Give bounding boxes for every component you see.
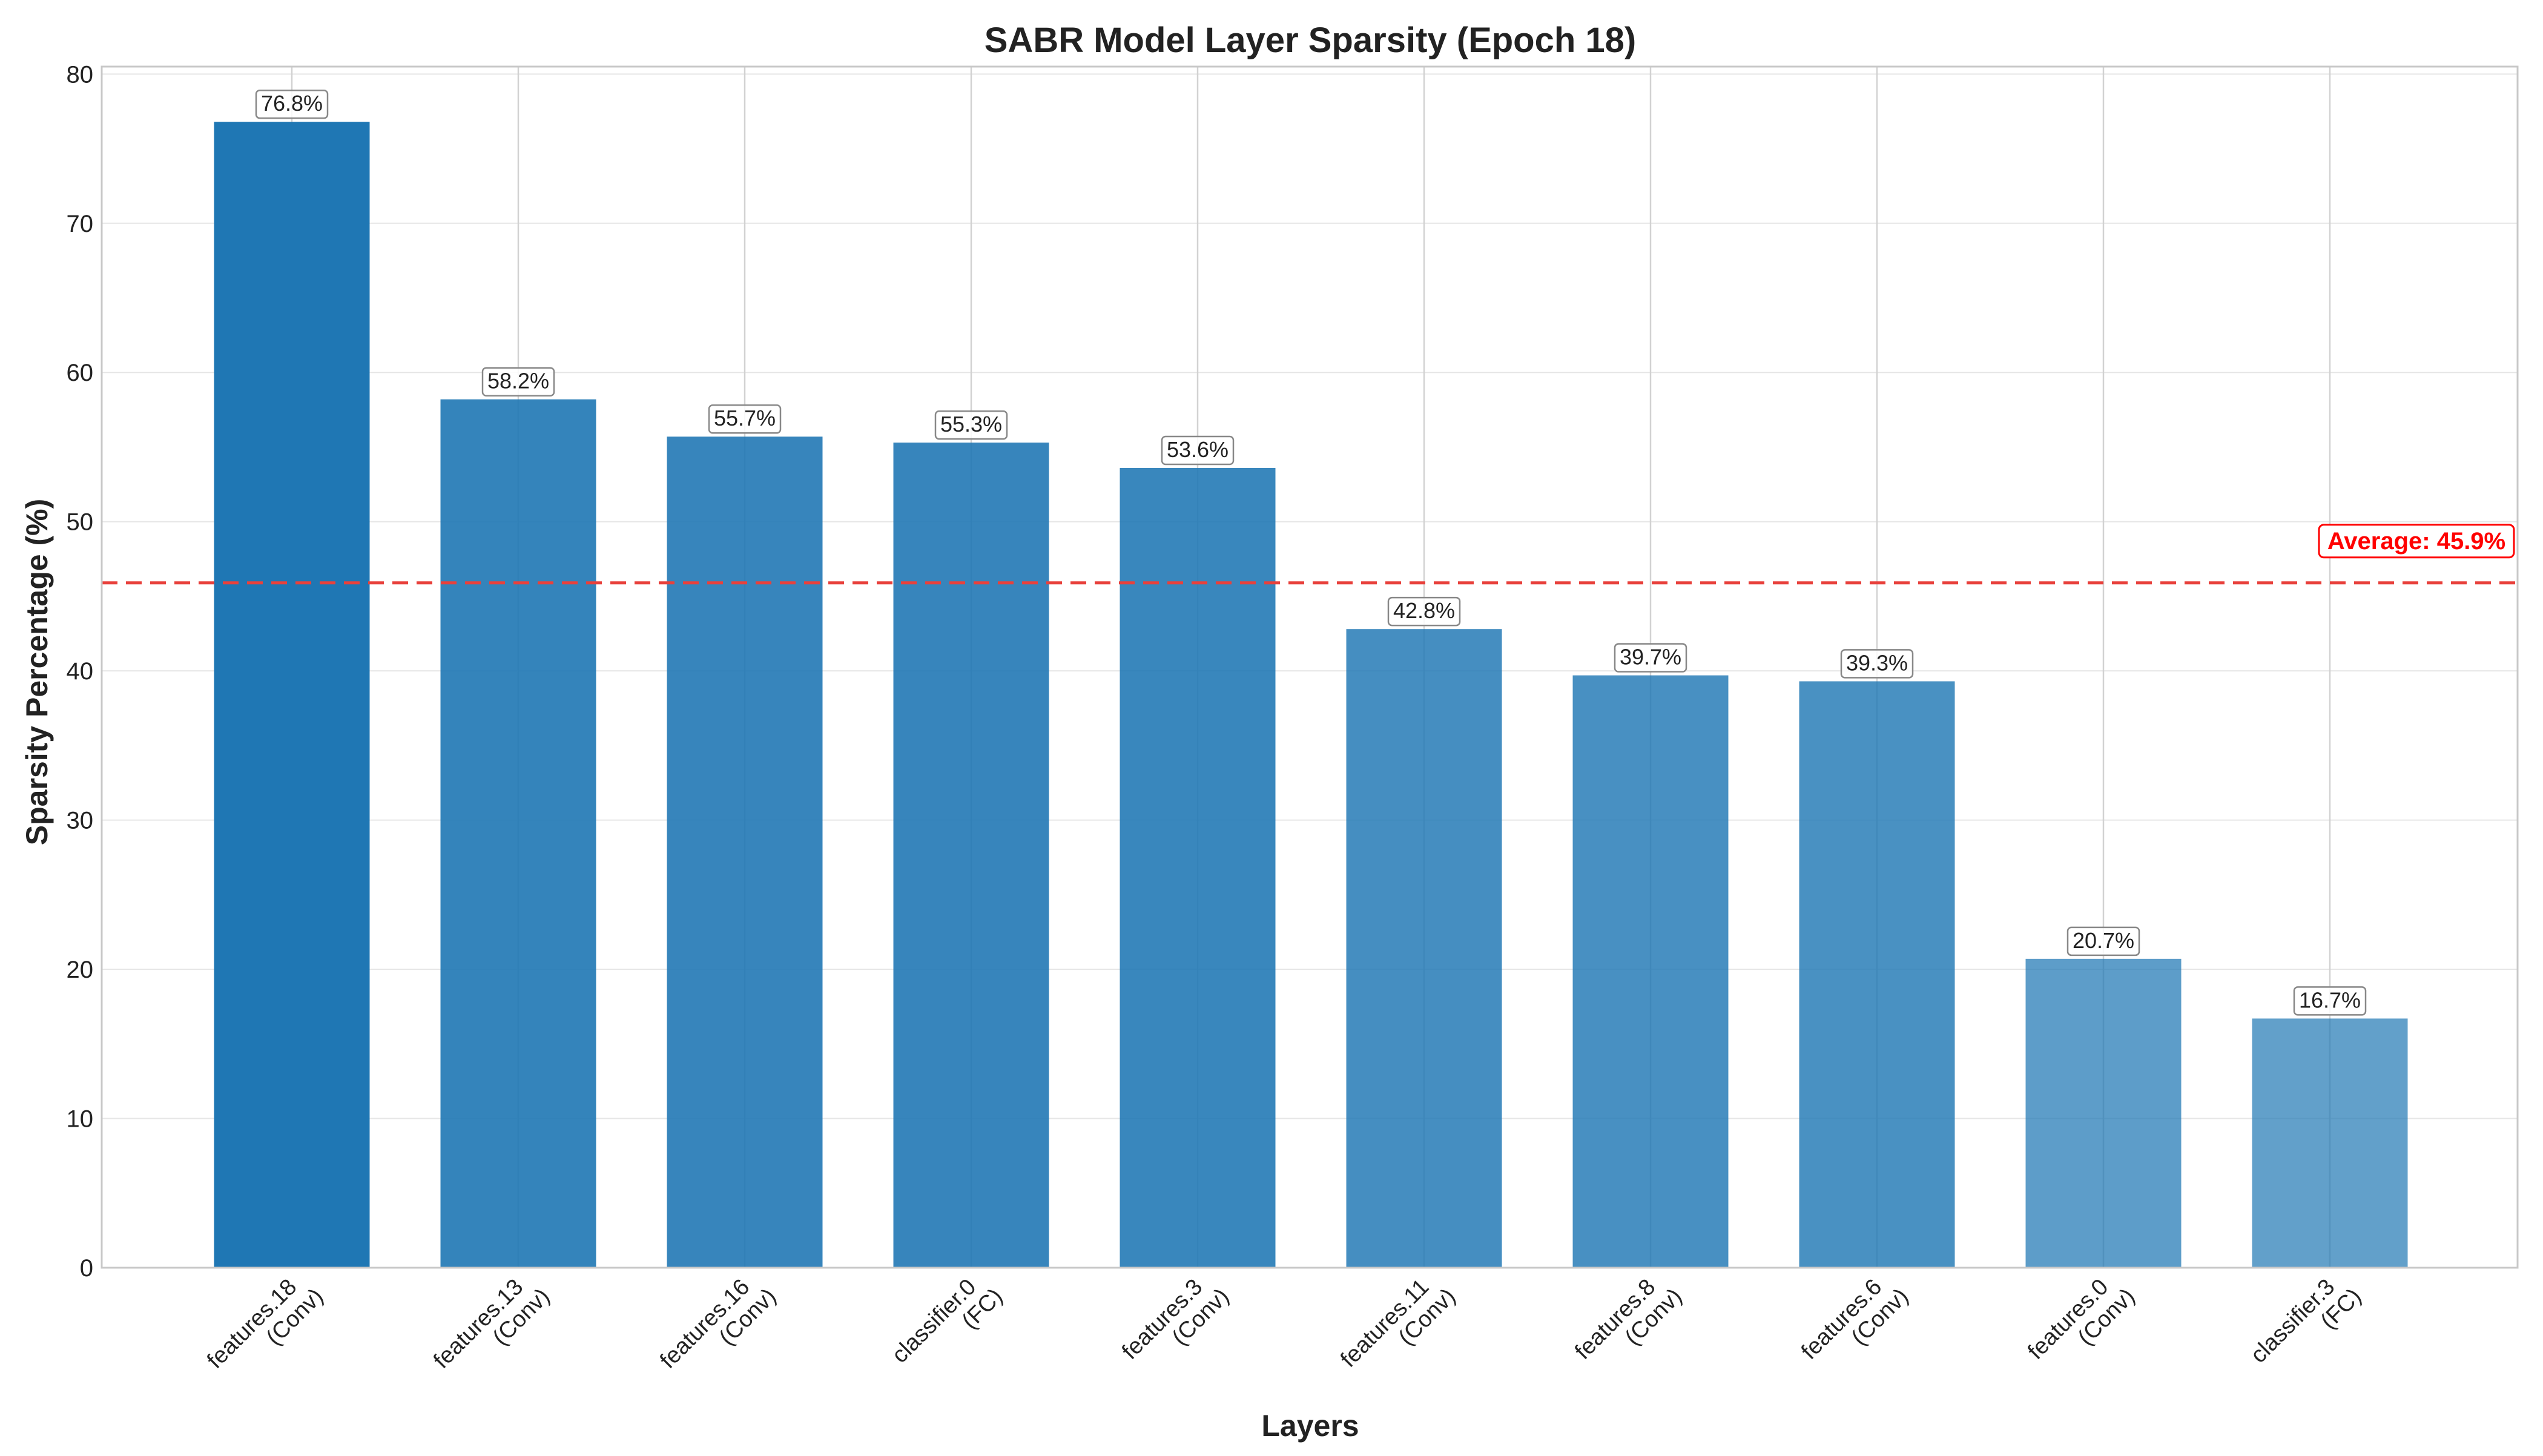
bar [214,122,370,1268]
data-label-box [2066,926,2140,957]
y-tick-label: 0 [80,1255,93,1282]
x-tick-label: features.16(Conv) [655,1274,781,1374]
data-label-box [1840,649,1914,679]
data-label: 20.7% [2066,926,2140,957]
x-tick-label: features.8(Conv) [1570,1274,1687,1365]
plot-frame-layer [101,65,2519,1269]
x-tick-label: features.11(Conv) [1336,1274,1460,1372]
x-tick-label: classifier.0(FC) [887,1274,1008,1368]
data-label-text: 42.8% [1393,598,1455,623]
x-tick-label: features.13(Conv) [429,1274,555,1374]
x-ticks-layer: features.18(Conv) features.13(Conv) featur… [202,1274,2366,1374]
y-tick-label: 10 [67,1106,94,1133]
x-tick-label: classifier.3(FC) [2246,1274,2366,1368]
data-label: 76.8% [255,89,329,119]
data-label-box [1614,643,1687,673]
bar [2252,1018,2408,1268]
data-label: 39.7% [1614,643,1687,673]
y-tick-label: 80 [67,61,94,88]
average-layer: Average: 45.9% [102,524,2518,585]
bars-layer [214,122,2408,1268]
data-label: 16.7% [2293,986,2367,1016]
data-label-text: 55.7% [714,406,776,430]
plot-frame [101,65,2519,1269]
data-label-text: 55.3% [940,412,1002,436]
y-tick-label: 50 [67,509,94,536]
chart-title: SABR Model Layer Sparsity (Epoch 18) [985,21,1636,60]
data-label-text: 39.3% [1846,650,1908,675]
x-tick-label: features.0(Conv) [2023,1274,2140,1365]
bar [1120,467,1276,1268]
y-tick-label: 20 [67,957,94,983]
data-label-text: 76.8% [261,91,323,116]
data-label-box [1387,596,1461,627]
y-ticks-layer: 0 10 20 30 40 50 60 70 80 [67,61,94,1282]
data-label: 55.7% [708,404,782,434]
data-label: 58.2% [481,367,555,397]
bar [1572,675,1729,1268]
data-label-box [708,404,782,434]
data-label-text: 53.6% [1167,437,1229,462]
y-tick-label: 60 [67,360,94,386]
data-labels-layer: 76.8% 58.2% 55.7% 55.3% 53.6% 42.8% 39.7% 39.3%… [255,89,2367,1016]
average-label: Average: 45.9% [2318,524,2515,559]
bar [1346,629,1502,1268]
data-label: 55.3% [934,410,1008,440]
data-label-text: 16.7% [2299,987,2361,1012]
x-tick-label: features.3(Conv) [1117,1274,1234,1365]
y-tick-label: 70 [67,211,94,237]
average-label-box [2318,524,2515,559]
data-label-box [934,410,1008,440]
y-axis-title: Sparsity Percentage (%) [20,499,54,845]
x-tick-label: features.6(Conv) [1796,1274,1913,1365]
data-label-box [255,89,329,119]
bar [440,399,596,1268]
y-tick-label: 40 [67,658,94,685]
data-label-text: 39.7% [1620,645,1681,670]
y-tick-label: 30 [67,808,94,834]
data-label-box [2293,986,2367,1016]
data-label: 42.8% [1387,596,1461,627]
data-label-text: 58.2% [487,369,549,394]
bar [1799,681,1955,1268]
bar [2025,958,2182,1268]
x-tick-label: features.18(Conv) [202,1274,328,1374]
data-label-box [481,367,555,397]
data-label-box [1161,435,1235,466]
x-axis-title: Layers [1261,1409,1359,1443]
data-label: 53.6% [1161,435,1235,466]
data-label-text: 20.7% [2073,928,2134,953]
bar [667,436,823,1268]
data-label: 39.3% [1840,649,1914,679]
average-label-text: Average: 45.9% [2327,528,2505,555]
bar [893,443,1049,1268]
